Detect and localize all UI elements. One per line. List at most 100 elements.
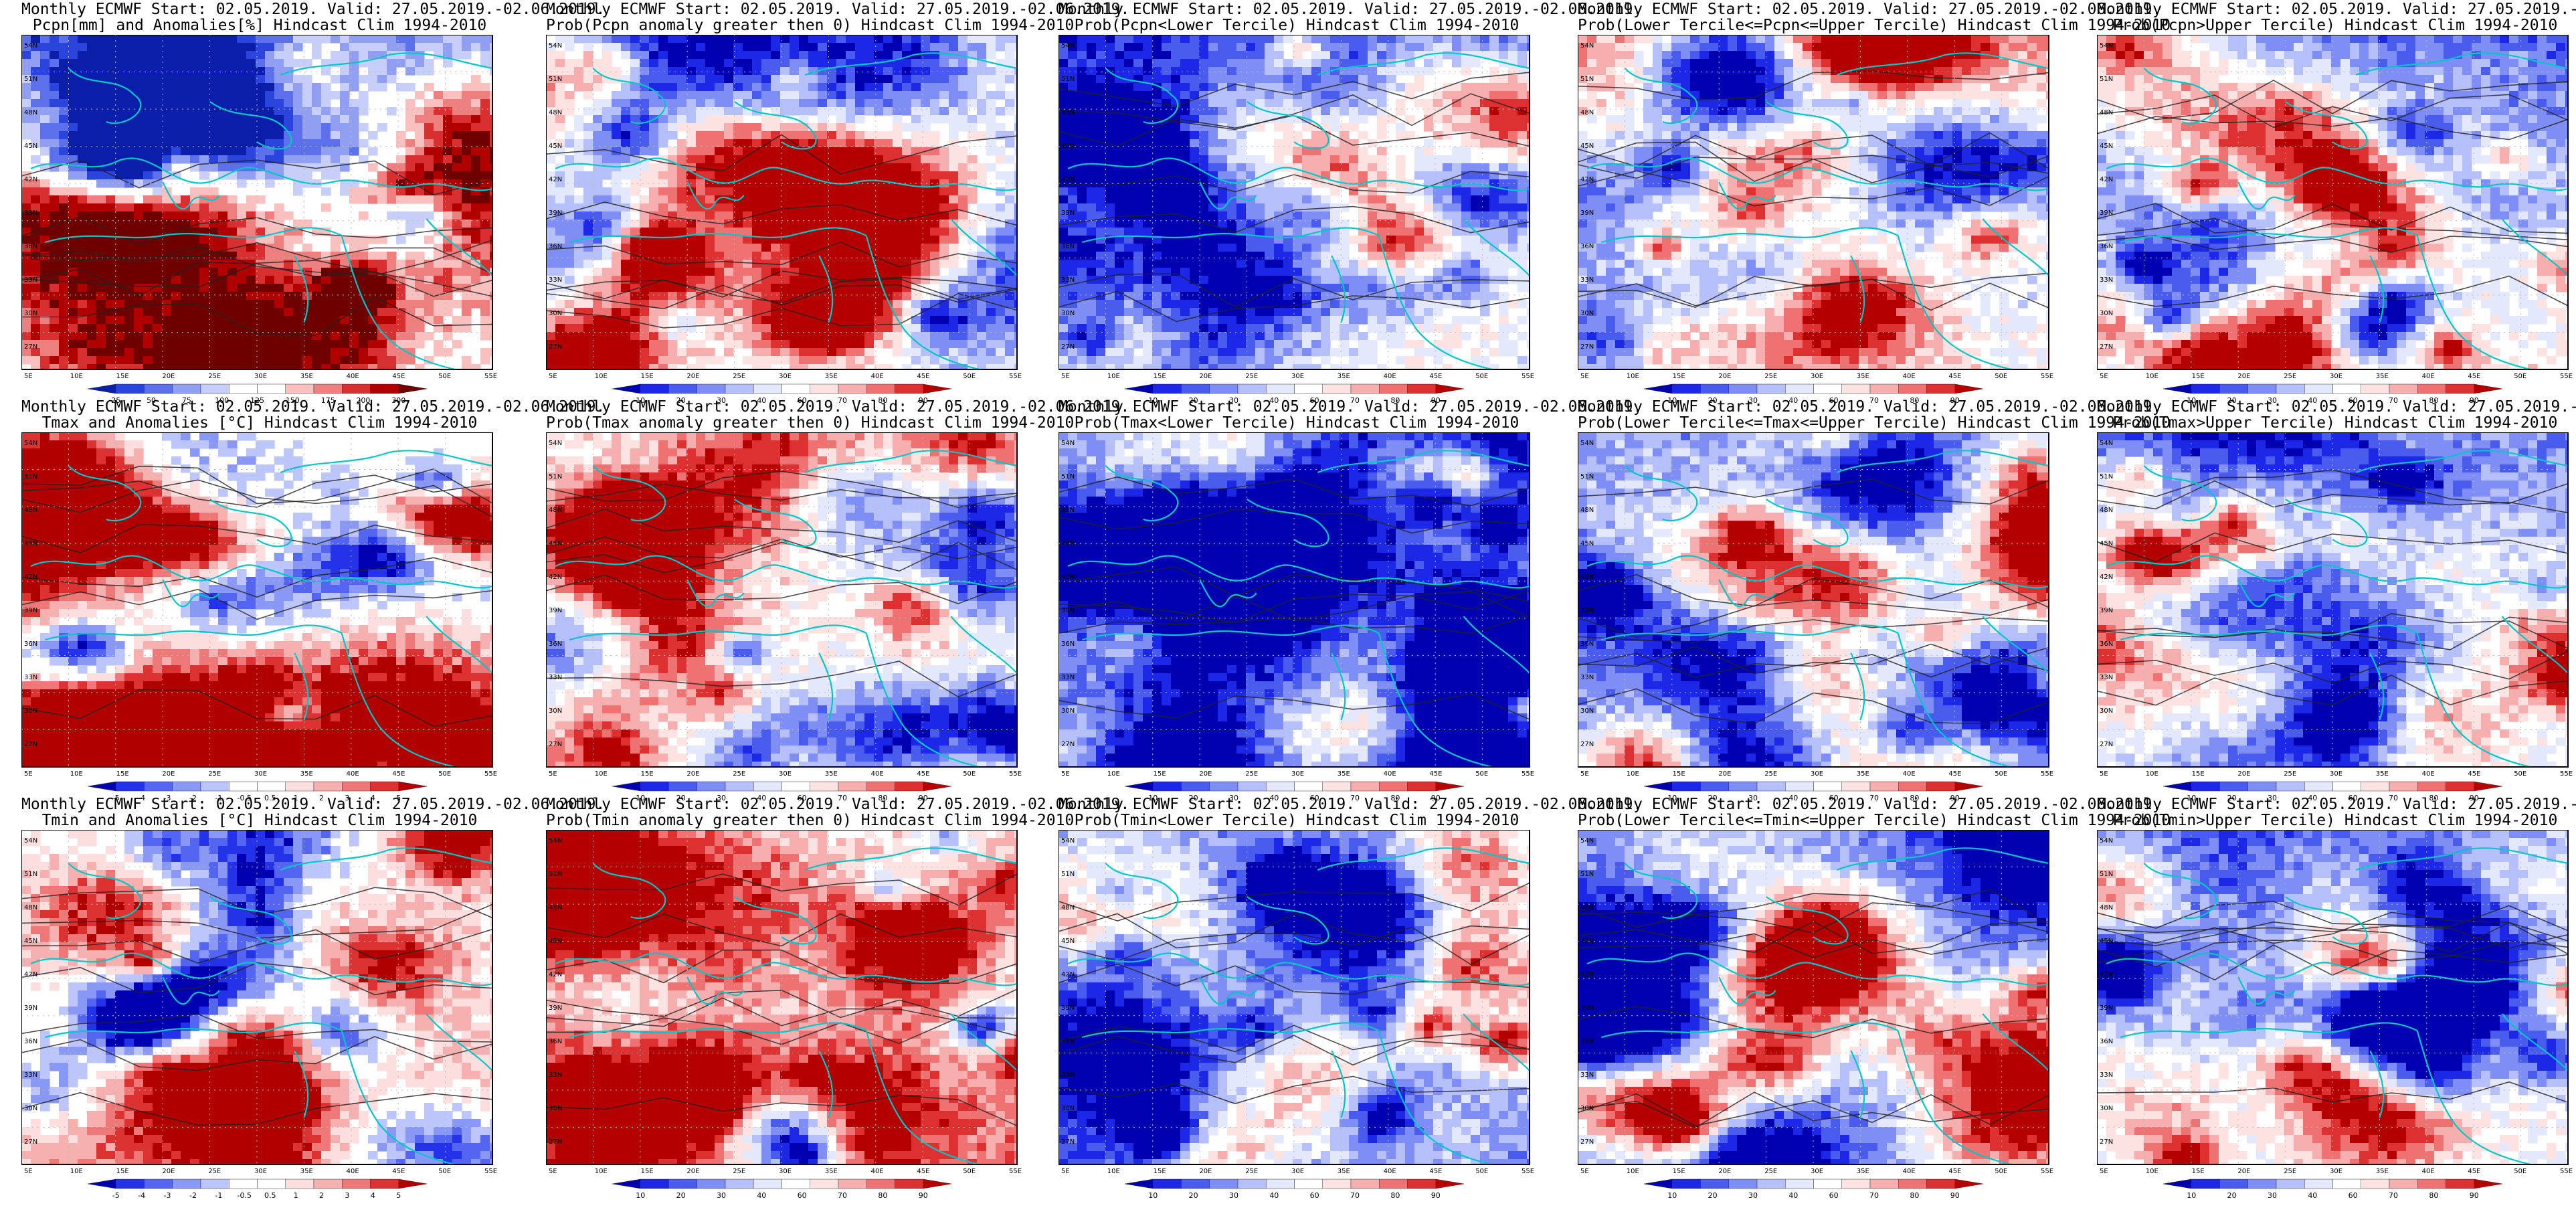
panel-title: Monthly ECMWF Start: 02.05.2019. Valid: … (1578, 796, 2054, 828)
heatmap-field (1578, 830, 2054, 1168)
x-tick-label: 50E (2514, 770, 2526, 778)
colorbar-swatch (1672, 384, 1700, 394)
colorbar-swatch (1898, 384, 1926, 394)
colorbar-swatch (1436, 384, 1464, 394)
heatmap-field (1059, 432, 1535, 770)
panel-title: Monthly ECMWF Start: 02.05.2019. Valid: … (546, 1, 1022, 33)
colorbar-swatch (2389, 1179, 2417, 1189)
colorbar-swatch (1644, 782, 1672, 791)
y-tick-label: 54N (24, 42, 37, 50)
colorbar-swatch (2474, 384, 2502, 394)
y-tick-label: 51N (2100, 871, 2113, 878)
colorbar-swatch (1266, 782, 1294, 791)
colorbar-swatch (810, 1179, 838, 1189)
x-tick-label: 35E (825, 770, 838, 778)
x-tick-label: 30E (1291, 1168, 1304, 1175)
y-tick-label: 27N (549, 741, 562, 748)
y-tick-label: 45N (2100, 540, 2113, 547)
colorbar-swatch (1153, 384, 1181, 394)
colorbar-swatch (1379, 384, 1407, 394)
x-tick-label: 55E (484, 770, 497, 778)
y-tick-label: 30N (549, 1105, 562, 1112)
x-tick-label: 40E (2422, 1168, 2435, 1175)
y-tick-label: 39N (1580, 209, 1594, 217)
heatmap-field (546, 432, 1022, 770)
y-tick-label: 30N (549, 707, 562, 715)
colorbar-swatch (88, 384, 116, 394)
colorbar-swatch (258, 782, 286, 791)
x-tick-label: 5E (24, 770, 33, 778)
colorbar-swatch (342, 384, 370, 394)
x-tick-label: 25E (733, 373, 745, 380)
x-tick-label: 15E (1154, 770, 1166, 778)
colorbar-swatch (1729, 782, 1757, 791)
colorbar-swatch (1701, 782, 1729, 791)
x-tick-label: 35E (1857, 373, 1869, 380)
x-tick-label: 55E (484, 373, 497, 380)
y-tick-label: 27N (1061, 741, 1075, 748)
x-tick-label: 20E (1718, 770, 1731, 778)
x-tick-label: 25E (208, 1168, 221, 1175)
y-tick-label: 27N (1580, 1138, 1594, 1146)
y-tick-label: 27N (1061, 343, 1075, 351)
x-tick-label: 20E (1199, 373, 1212, 380)
x-tick-label: 5E (2100, 770, 2108, 778)
colorbar-label: 10 (636, 1191, 645, 1200)
colorbar-label: 60 (1829, 1191, 1839, 1200)
panel-title: Monthly ECMWF Start: 02.05.2019. Valid: … (2097, 1, 2573, 33)
colorbar-swatch (1898, 782, 1926, 791)
colorbar-swatch (2333, 1179, 2361, 1189)
x-tick-label: 55E (1522, 373, 1534, 380)
colorbar-swatch (2389, 384, 2417, 394)
colorbar-swatch (2220, 384, 2248, 394)
colorbar-label: 40 (1788, 1191, 1798, 1200)
y-tick-label: 54N (1580, 440, 1594, 447)
colorbar-swatch (669, 1179, 697, 1189)
y-tick-label: 48N (1061, 109, 1075, 116)
colorbar-swatch (810, 782, 838, 791)
x-tick-label: 30E (2330, 770, 2342, 778)
colorbar-swatch (2248, 1179, 2276, 1189)
y-tick-label: 33N (24, 276, 37, 284)
colorbar-label: 10 (1148, 1191, 1158, 1200)
y-tick-label: 48N (2100, 904, 2113, 911)
y-tick-label: 33N (2100, 1071, 2113, 1079)
colorbar-swatch (2361, 1179, 2389, 1189)
y-tick-label: 30N (1061, 707, 1075, 715)
y-tick-label: 39N (24, 209, 37, 217)
panel-title-line2: Tmax and Anomalies [°C] Hindcast Clim 19… (21, 415, 498, 431)
y-tick-label: 33N (2100, 674, 2113, 681)
colorbar-swatch (640, 782, 668, 791)
y-tick-label: 39N (24, 607, 37, 614)
heatmap-field (21, 432, 498, 770)
panel-title-line2: Prob(Pcpn<Lower Tercile) Hindcast Clim 1… (1059, 17, 1535, 33)
x-tick-label: 20E (162, 373, 175, 380)
y-tick-label: 42N (24, 971, 37, 978)
x-tick-label: 5E (549, 1168, 557, 1175)
panel-title-line1: Monthly ECMWF Start: 02.05.2019. Valid: … (1059, 1, 1535, 17)
x-tick-label: 40E (1384, 1168, 1396, 1175)
colorbar-swatch (1729, 1179, 1757, 1189)
colorbar-swatch (895, 384, 923, 394)
x-tick-label: 25E (2284, 770, 2296, 778)
colorbar-swatch (342, 782, 370, 791)
colorbar-label: 70 (1350, 1191, 1360, 1200)
y-tick-label: 33N (549, 1071, 562, 1079)
panel-title-line1: Monthly ECMWF Start: 02.05.2019. Valid: … (21, 796, 498, 812)
x-tick-label: 15E (641, 373, 654, 380)
x-tick-label: 45E (1429, 373, 1442, 380)
y-tick-label: 33N (549, 276, 562, 284)
x-tick-label: 45E (2468, 373, 2480, 380)
x-tick-label: 45E (2468, 1168, 2480, 1175)
heatmap-field (1578, 432, 2054, 770)
x-tick-label: 10E (70, 373, 83, 380)
panel-title-line1: Monthly ECMWF Start: 02.05.2019. Valid: … (1059, 399, 1535, 415)
colorbar-label: 2 (319, 1191, 324, 1200)
x-tick-label: 45E (1948, 770, 1961, 778)
x-tick-label: 20E (686, 373, 699, 380)
colorbar-swatch (1351, 782, 1379, 791)
x-tick-label: 5E (24, 1168, 33, 1175)
colorbar-label: 60 (798, 1191, 807, 1200)
